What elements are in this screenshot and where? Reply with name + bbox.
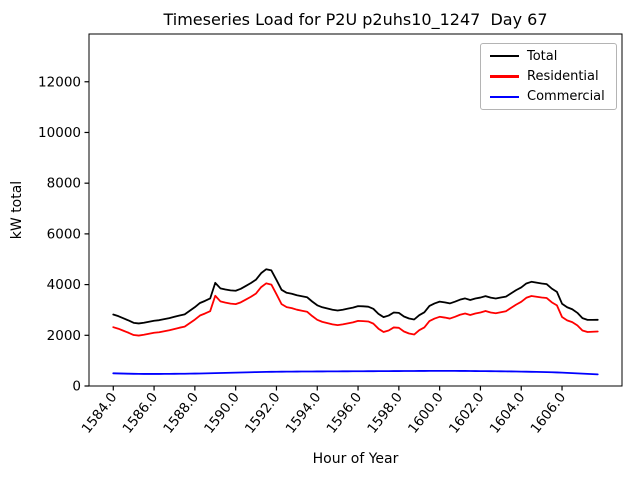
- x-tick-label: 1590.0: [201, 390, 243, 437]
- x-tick-label: 1588.0: [160, 390, 202, 437]
- legend-label-residential: Residential: [527, 68, 599, 84]
- series-line-residential: [112, 282, 599, 337]
- x-tick-label: 1604.0: [487, 390, 529, 437]
- x-tick-label: 1606.0: [527, 390, 569, 437]
- y-axis-label: kW total: [9, 180, 25, 240]
- series-line-commercial: [112, 369, 599, 376]
- y-tick-label: 12000: [38, 74, 81, 90]
- x-axis-label: Hour of Year: [312, 451, 399, 467]
- y-tick-label: 6000: [47, 226, 81, 242]
- y-tick-label: 8000: [47, 176, 81, 192]
- legend-line-commercial-icon: [490, 95, 519, 99]
- series-line-total: [112, 268, 599, 325]
- axes-spines: [88, 33, 623, 387]
- legend: Total Residential Commercial: [480, 43, 617, 110]
- y-tick-label: 2000: [47, 328, 81, 344]
- legend-item-total: Total: [481, 50, 616, 63]
- x-tick-label: 1602.0: [446, 390, 488, 437]
- x-tick-label: 1584.0: [79, 390, 121, 437]
- x-tick-label: 1598.0: [364, 390, 406, 437]
- legend-label-total: Total: [527, 48, 558, 64]
- x-tick-label: 1600.0: [405, 390, 447, 437]
- y-tick-label: 0: [72, 379, 81, 395]
- y-tick-label: 10000: [38, 125, 81, 141]
- legend-item-residential: Residential: [481, 70, 616, 83]
- x-tick-label: 1592.0: [242, 390, 284, 437]
- legend-label-commercial: Commercial: [527, 89, 605, 105]
- chart-title: Timeseries Load for P2U p2uhs10_1247 Day…: [163, 10, 548, 29]
- legend-item-commercial: Commercial: [481, 90, 616, 103]
- legend-line-residential-icon: [490, 75, 519, 78]
- x-tick-label: 1594.0: [283, 390, 325, 437]
- x-tick-label: 1596.0: [324, 390, 366, 437]
- y-tick-label: 4000: [47, 277, 81, 293]
- legend-line-total-icon: [490, 54, 519, 58]
- x-tick-label: 1586.0: [120, 390, 162, 437]
